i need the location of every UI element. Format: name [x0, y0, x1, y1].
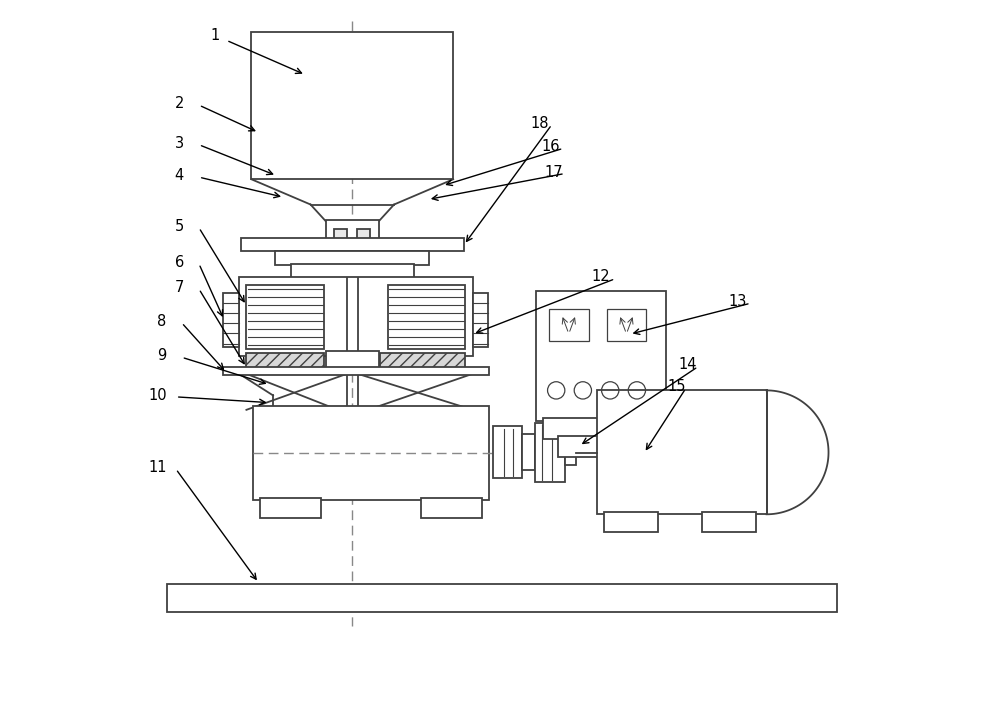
Bar [702, 512, 756, 532]
Bar [597, 391, 767, 514]
Text: 14: 14 [678, 357, 697, 372]
Bar [473, 293, 488, 347]
Bar [558, 436, 644, 457]
Text: 2: 2 [175, 96, 184, 111]
Bar [241, 238, 464, 251]
Bar [604, 512, 658, 532]
Text: 15: 15 [667, 378, 686, 393]
Text: 3: 3 [175, 136, 184, 151]
Text: 10: 10 [148, 388, 167, 403]
Text: 5: 5 [175, 219, 184, 234]
Bar [388, 285, 465, 349]
Bar [223, 367, 489, 375]
Text: 1: 1 [211, 28, 220, 43]
Bar [326, 221, 379, 240]
Text: 17: 17 [545, 165, 563, 179]
Bar [246, 353, 324, 369]
Bar [167, 584, 837, 611]
Bar [549, 309, 589, 341]
Text: 8: 8 [157, 314, 166, 329]
Text: 11: 11 [149, 460, 167, 475]
Bar [334, 229, 347, 240]
Bar [565, 438, 576, 465]
Bar [357, 229, 370, 240]
Bar [326, 351, 379, 370]
Text: 6: 6 [175, 255, 184, 269]
Bar [543, 418, 658, 439]
Bar [246, 285, 324, 349]
Bar [260, 498, 321, 518]
Bar [251, 32, 453, 179]
Bar [421, 498, 482, 518]
Bar [253, 407, 489, 500]
Bar [223, 293, 239, 347]
Bar [493, 426, 522, 478]
Bar [535, 423, 565, 482]
Text: 4: 4 [175, 168, 184, 183]
Text: 18: 18 [530, 115, 549, 131]
Text: 12: 12 [592, 269, 610, 284]
Text: 16: 16 [541, 139, 560, 155]
Text: 13: 13 [729, 294, 747, 309]
Text: 7: 7 [175, 280, 184, 295]
Bar [536, 291, 666, 420]
Bar [380, 353, 465, 369]
Bar [522, 433, 535, 470]
Bar [239, 277, 473, 356]
Bar [291, 264, 414, 278]
Bar [275, 250, 429, 265]
Bar [607, 309, 646, 341]
Text: 9: 9 [157, 348, 166, 363]
